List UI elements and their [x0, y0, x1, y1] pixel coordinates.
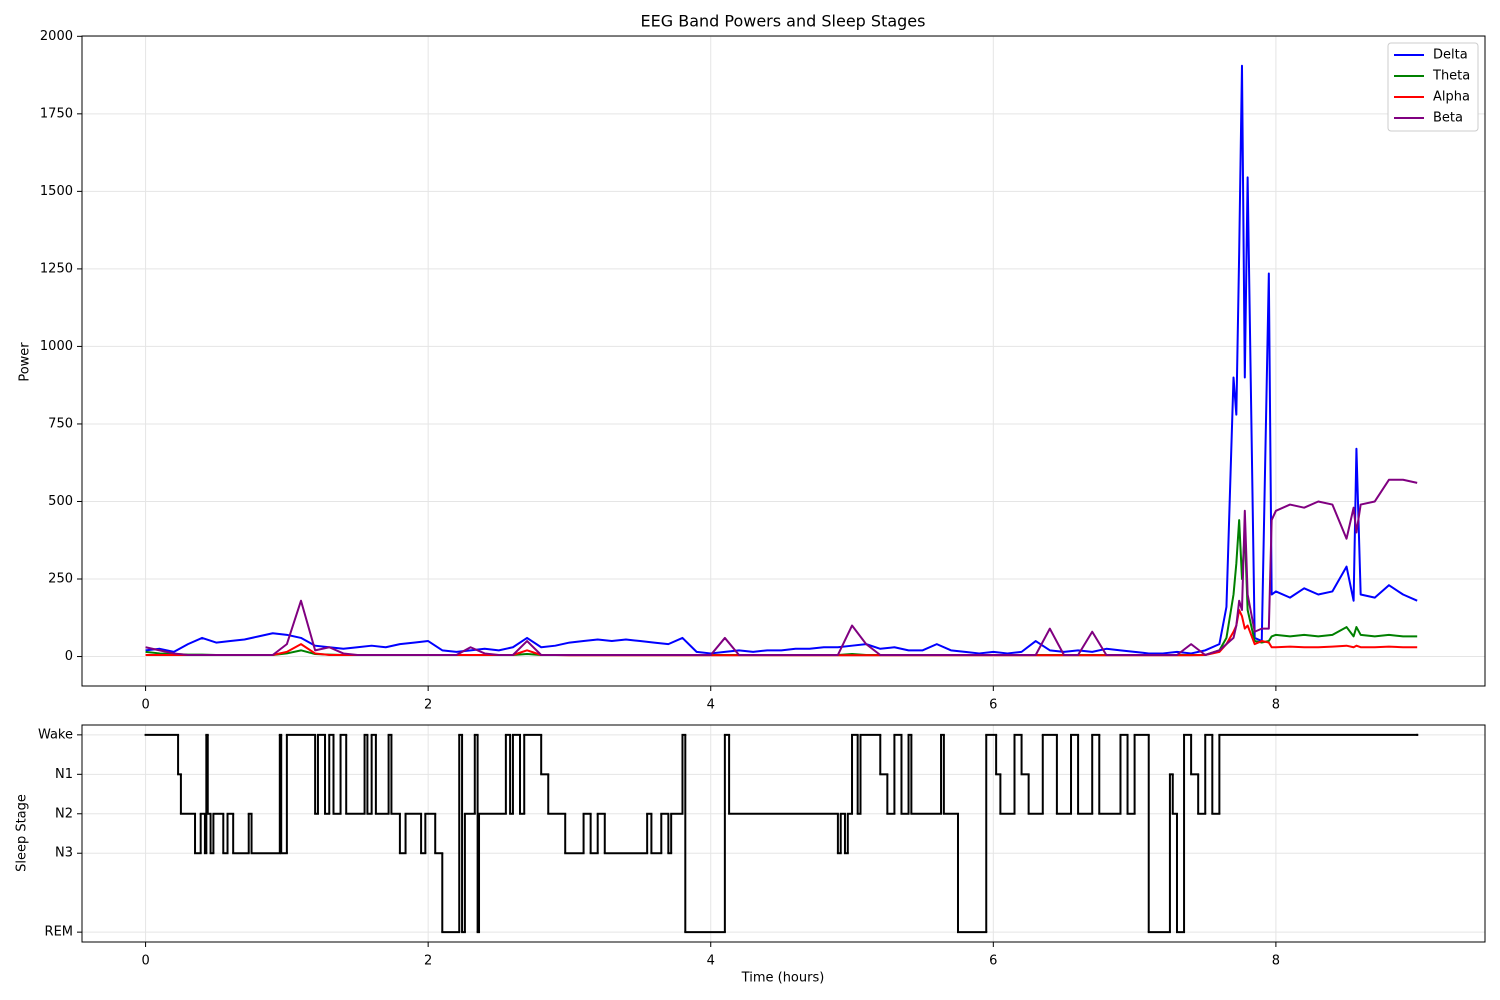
x-tick-label: 4: [707, 954, 715, 969]
y-tick-label: 1250: [40, 261, 73, 276]
x-tick-label: 8: [1272, 954, 1280, 969]
y-tick-label: N3: [55, 846, 73, 861]
y-tick-label: N1: [55, 767, 73, 782]
y-axis-label: Power: [18, 342, 33, 382]
axes-frame: [81, 35, 1486, 687]
y-tick-label: 2000: [40, 29, 73, 44]
y-tick-label: 1500: [40, 184, 73, 199]
legend-label: Alpha: [1433, 90, 1470, 105]
y-tick-label: 500: [48, 494, 73, 509]
series-line: [145, 64, 1418, 655]
series-line: [145, 478, 1418, 656]
x-tick-label: 4: [707, 698, 715, 713]
legend-label: Delta: [1433, 48, 1468, 63]
axes-frame: [81, 724, 1486, 943]
legend-label: Beta: [1433, 111, 1463, 126]
x-tick-label: 0: [141, 954, 149, 969]
x-tick-label: 6: [989, 698, 997, 713]
y-tick-label: 750: [48, 416, 73, 431]
y-tick-label: 250: [48, 572, 73, 587]
x-tick-label: 6: [989, 954, 997, 969]
plot-area: [145, 64, 1418, 657]
x-tick-label: 0: [141, 698, 149, 713]
y-tick-label: 1750: [40, 106, 73, 121]
y-tick-label: Wake: [38, 727, 73, 742]
y-tick-label: N2: [55, 806, 73, 821]
legend-box: [1387, 42, 1479, 132]
x-tick-label: 2: [424, 954, 432, 969]
y-tick-label: 0: [65, 649, 73, 664]
y-tick-label: 1000: [40, 339, 73, 354]
x-tick-label: 2: [424, 698, 432, 713]
x-axis-label: Time (hours): [741, 971, 825, 986]
x-tick-label: 8: [1272, 698, 1280, 713]
y-tick-label: REM: [45, 925, 73, 940]
plot-area: [144, 733, 1419, 934]
legend-label: Theta: [1432, 69, 1470, 84]
y-axis-label: Sleep Stage: [15, 794, 30, 872]
chart-title: EEG Band Powers and Sleep Stages: [641, 12, 926, 31]
